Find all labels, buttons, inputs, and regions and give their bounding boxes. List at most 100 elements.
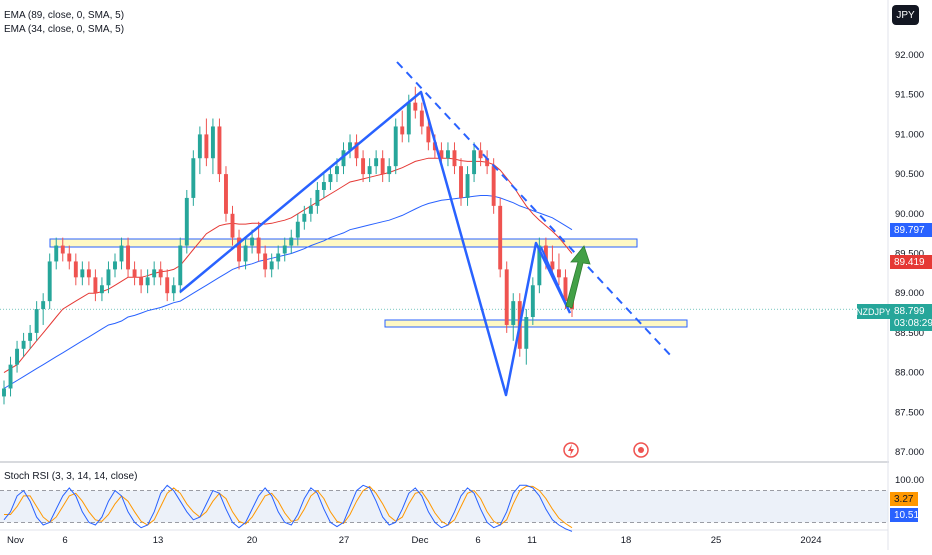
currency-button[interactable]: JPY xyxy=(892,5,919,25)
candle-body xyxy=(387,166,392,175)
candle-body xyxy=(380,158,385,175)
ema34-price-tag: 89.419 xyxy=(890,255,932,269)
candle-body xyxy=(158,269,163,278)
time-tick-label: Dec xyxy=(412,535,429,546)
candle-body xyxy=(478,150,483,159)
candle-body xyxy=(152,269,157,278)
candle-body xyxy=(537,245,542,286)
ema89-line xyxy=(3,195,573,389)
harmonic-pattern-line xyxy=(179,90,572,397)
candle-body xyxy=(563,277,568,302)
chart-drawings[interactable] xyxy=(179,61,673,397)
candle-body xyxy=(459,166,463,198)
time-tick-label: 11 xyxy=(527,535,537,546)
candle-body xyxy=(250,237,255,246)
ema34-line xyxy=(3,157,573,374)
stoch-d-tag: 3.27 xyxy=(890,492,918,506)
flash-event-icon[interactable] xyxy=(563,442,579,458)
candle-body xyxy=(328,174,333,183)
candle-body xyxy=(126,245,131,270)
candle-body xyxy=(406,102,411,135)
candle-body xyxy=(524,317,529,349)
stoch-rsi-label[interactable]: Stoch RSI (3, 3, 14, 14, close) xyxy=(4,471,138,482)
candle-body xyxy=(465,174,470,198)
flash-bolt xyxy=(568,444,574,456)
event-markers[interactable] xyxy=(563,442,649,458)
economic-event-dot xyxy=(638,447,644,453)
candle-body xyxy=(426,126,431,143)
candle-body xyxy=(393,126,398,167)
candle-body xyxy=(413,102,418,111)
time-axis[interactable]: Nov 6 13 20 27 Dec 6 11 18 25 2024 xyxy=(7,535,822,546)
stoch-band xyxy=(0,490,888,523)
candle-body xyxy=(419,110,424,127)
economic-event-icon[interactable] xyxy=(633,442,649,458)
candle-body xyxy=(485,158,490,167)
support-resistance-zones[interactable] xyxy=(0,238,888,328)
time-tick-label: 25 xyxy=(711,535,722,546)
candle-body xyxy=(400,126,405,135)
candle-body xyxy=(269,261,274,270)
resistance-zone xyxy=(49,238,638,248)
price-axis[interactable]: 92.000 91.500 91.000 90.500 90.000 89.500 89.0… xyxy=(889,0,932,550)
candle-body xyxy=(550,261,555,270)
stoch-tick-label: 100.00 xyxy=(895,475,924,486)
candle-body xyxy=(60,245,65,254)
candle-body xyxy=(315,189,320,206)
candle-body xyxy=(543,245,548,262)
candle-body xyxy=(217,126,222,175)
candle-body xyxy=(276,253,281,262)
candle-body xyxy=(335,166,339,175)
legend-ema34[interactable]: EMA (34, close, 0, SMA, 5) xyxy=(4,24,125,35)
candle-body xyxy=(28,332,33,341)
candle-body xyxy=(119,245,124,262)
price-tick-label: 92.000 xyxy=(895,50,924,61)
candle-body xyxy=(106,269,111,286)
support-zone xyxy=(384,319,688,328)
candle-body xyxy=(210,126,215,159)
time-tick-label: 6 xyxy=(62,535,67,546)
candle-body xyxy=(41,301,46,310)
candle-body xyxy=(171,285,176,294)
candle-body xyxy=(374,158,379,167)
candle-body xyxy=(282,245,287,254)
candle-body xyxy=(165,277,170,294)
candle-body xyxy=(132,269,137,278)
candle-body xyxy=(556,269,561,278)
candle-body xyxy=(184,197,189,246)
candle-body xyxy=(237,237,241,262)
candle-body xyxy=(191,158,196,198)
candle-body xyxy=(361,158,366,175)
candle-body xyxy=(354,142,359,159)
candle-body xyxy=(367,166,372,175)
candle-body xyxy=(47,261,52,302)
candle-body xyxy=(302,213,307,222)
candle-body xyxy=(2,388,6,397)
candle-body xyxy=(145,277,150,286)
candle-body xyxy=(439,150,444,159)
legend-ema89[interactable]: EMA (89, close, 0, SMA, 5) xyxy=(4,10,125,21)
stoch-k-tag: 10.51 xyxy=(890,508,919,522)
candle-body xyxy=(230,213,235,238)
candle-body xyxy=(348,142,352,151)
candle-body xyxy=(452,150,457,167)
candle-body xyxy=(504,269,509,325)
time-tick-label: 13 xyxy=(153,535,164,546)
candle-body xyxy=(224,174,228,214)
candle-body xyxy=(21,340,26,349)
candle-body xyxy=(34,309,39,333)
candle-body xyxy=(15,348,20,365)
stoch-grid xyxy=(0,490,888,523)
candle-body xyxy=(445,150,450,159)
candle-body xyxy=(73,261,78,278)
candle-body xyxy=(204,134,209,159)
time-tick-label: Nov xyxy=(7,535,24,546)
candle-body xyxy=(321,182,326,190)
candle-body xyxy=(93,277,98,294)
price-tick-label: 90.500 xyxy=(895,169,924,180)
ema89-price-tag: 89.797 xyxy=(890,223,932,237)
time-tick-label: 2024 xyxy=(800,535,821,546)
